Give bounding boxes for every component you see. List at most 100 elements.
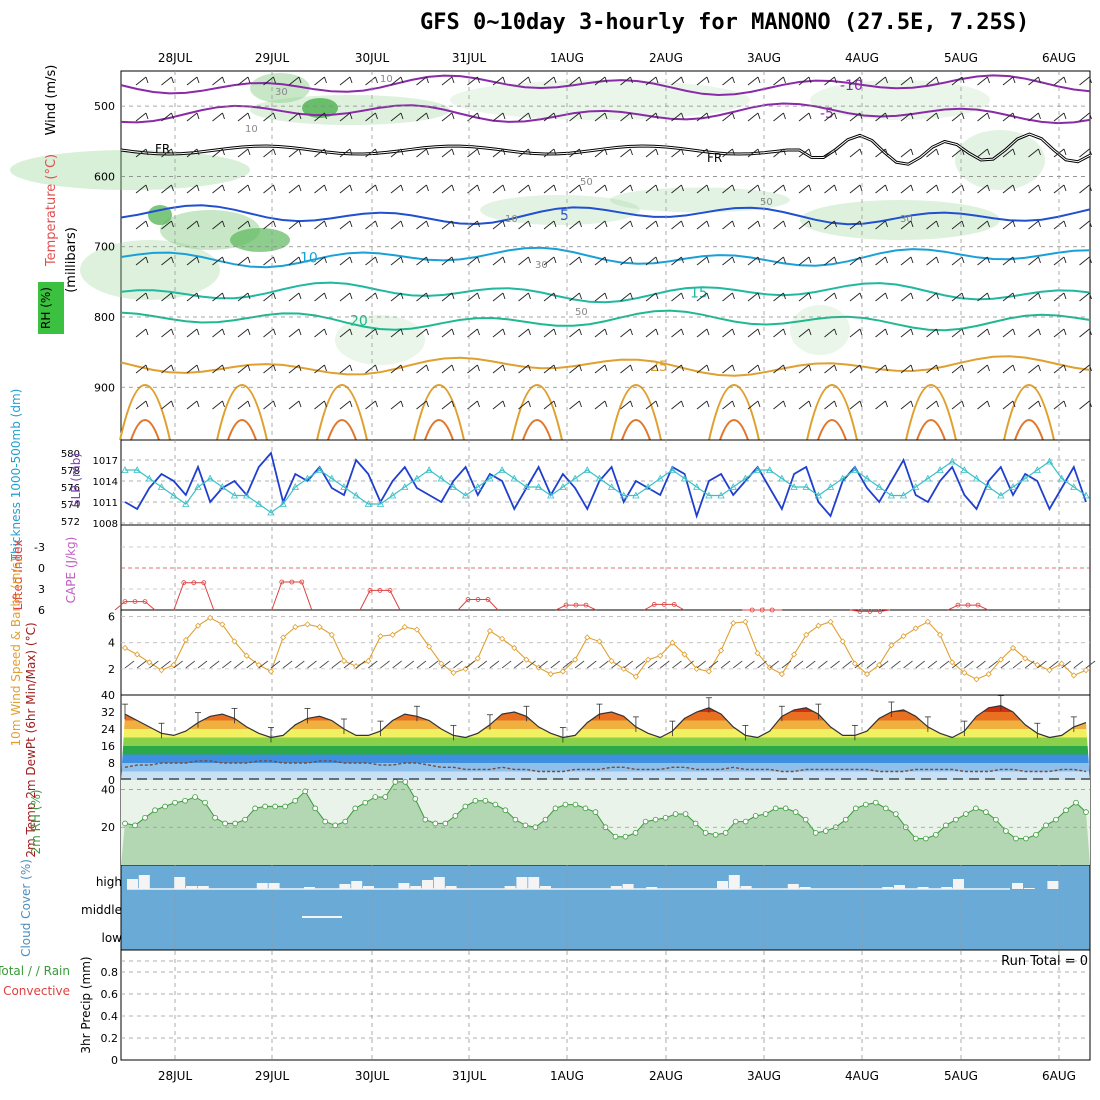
wind-barb <box>926 76 937 86</box>
wind-barb-flag <box>528 76 531 84</box>
rh-point <box>312 805 318 812</box>
wind-barb-flag <box>655 76 659 84</box>
wind-barb <box>416 292 427 302</box>
wind-barb-flag <box>910 364 914 372</box>
wind-barb-flag <box>349 112 353 120</box>
wind-barb-flag <box>961 148 965 156</box>
thickness-point <box>899 491 908 499</box>
wind-point <box>693 665 700 672</box>
wind-barb-flag <box>324 220 327 228</box>
lifted-tick: 0 <box>38 562 45 575</box>
surface-wind-barb <box>805 660 816 669</box>
thickness-point <box>851 466 859 473</box>
wind-barb <box>773 400 784 410</box>
wind-barb-flag <box>783 220 786 228</box>
wind-barb <box>645 400 657 410</box>
wind-panel <box>120 609 1091 696</box>
wind-barb-flag <box>222 148 225 156</box>
wind-barb <box>339 292 351 302</box>
wind-barb <box>722 112 733 122</box>
wind-barb <box>135 292 147 302</box>
freezing-label: FR <box>155 142 170 156</box>
wind-point <box>450 669 457 676</box>
wind-barb-flag <box>1012 400 1016 408</box>
wind-barb <box>900 364 912 374</box>
thickness-point <box>693 483 701 490</box>
rh-point <box>943 822 949 829</box>
rh-contour-label: 30 <box>900 214 913 225</box>
wind-barb-flag <box>171 76 174 84</box>
wind-barb-flag <box>528 148 531 156</box>
surface-wind-barb <box>672 660 682 669</box>
wind-barb-flag <box>910 76 914 84</box>
wind-barb <box>594 112 606 122</box>
wind-barb <box>237 112 249 122</box>
wind-barb <box>161 76 172 86</box>
wind-point <box>815 622 822 629</box>
rh-point <box>332 822 339 829</box>
cloud-bar-high <box>1012 883 1023 889</box>
wind-barb-flag <box>706 328 710 336</box>
wind-barb <box>212 148 223 158</box>
wind-point <box>170 661 177 668</box>
wind-barb-flag <box>732 184 735 192</box>
wind-barb <box>1028 328 1039 338</box>
lifted-point <box>563 602 569 608</box>
wind-point <box>1034 661 1041 668</box>
precip-tick: 0.6 <box>101 988 119 1001</box>
wind-barb-flag <box>145 184 149 192</box>
wind-point <box>608 657 615 665</box>
wind-point <box>924 618 931 625</box>
rh-point <box>182 797 188 804</box>
wind-barb <box>773 112 784 122</box>
precip-panel <box>120 949 1091 1061</box>
wind-barb <box>263 220 274 230</box>
wind-barb <box>1079 256 1090 266</box>
lifted-line <box>849 609 891 612</box>
wind-barb <box>365 364 376 374</box>
rh-blob <box>810 80 990 120</box>
wind-point <box>559 668 566 675</box>
wind-barb-flag <box>196 328 200 336</box>
wind-barb <box>212 256 223 266</box>
wind-barb <box>1028 76 1039 86</box>
wind-point <box>754 650 761 657</box>
wind-barb-flag <box>247 220 251 228</box>
wind-barb <box>314 184 325 194</box>
surface-wind-barb <box>1085 660 1096 669</box>
wind-barb-flag <box>1063 220 1067 228</box>
rh-point <box>552 805 559 812</box>
thickness-point <box>839 474 847 482</box>
thickness-point <box>133 466 141 473</box>
wind-barb-flag <box>783 364 786 372</box>
wind-barb-flag <box>1089 184 1092 192</box>
wind-barb <box>849 256 861 266</box>
surface-wind-barb <box>319 660 329 669</box>
surface-wind-barb <box>964 660 974 669</box>
wind-barb-flag <box>681 292 684 300</box>
wind-barb <box>671 148 682 158</box>
cloud-bar-high <box>398 883 410 889</box>
rh-point <box>782 805 789 812</box>
cloud-level-label: low <box>102 931 123 945</box>
wind-barb <box>824 220 835 230</box>
thickness-point <box>437 474 445 482</box>
wind-barb <box>747 220 759 230</box>
wind-barb <box>237 400 249 410</box>
wind-barb <box>237 256 249 266</box>
wind-barb <box>135 220 147 230</box>
rh-point <box>642 818 649 825</box>
wind-barb-flag <box>961 328 965 336</box>
wind-barb-flag <box>910 220 914 228</box>
lifted-point <box>955 602 961 608</box>
wind-barb <box>390 76 402 86</box>
wind-barb-flag <box>273 184 276 192</box>
wind-barb-flag <box>579 220 582 228</box>
y-tick-label: 500 <box>94 100 115 113</box>
wind-barb-flag <box>681 76 684 84</box>
thickness-point <box>1057 474 1066 482</box>
thickness-point <box>498 466 506 473</box>
rh-point <box>432 820 439 827</box>
wind-barb-flag <box>732 364 735 372</box>
wind-barb-flag <box>579 256 582 264</box>
